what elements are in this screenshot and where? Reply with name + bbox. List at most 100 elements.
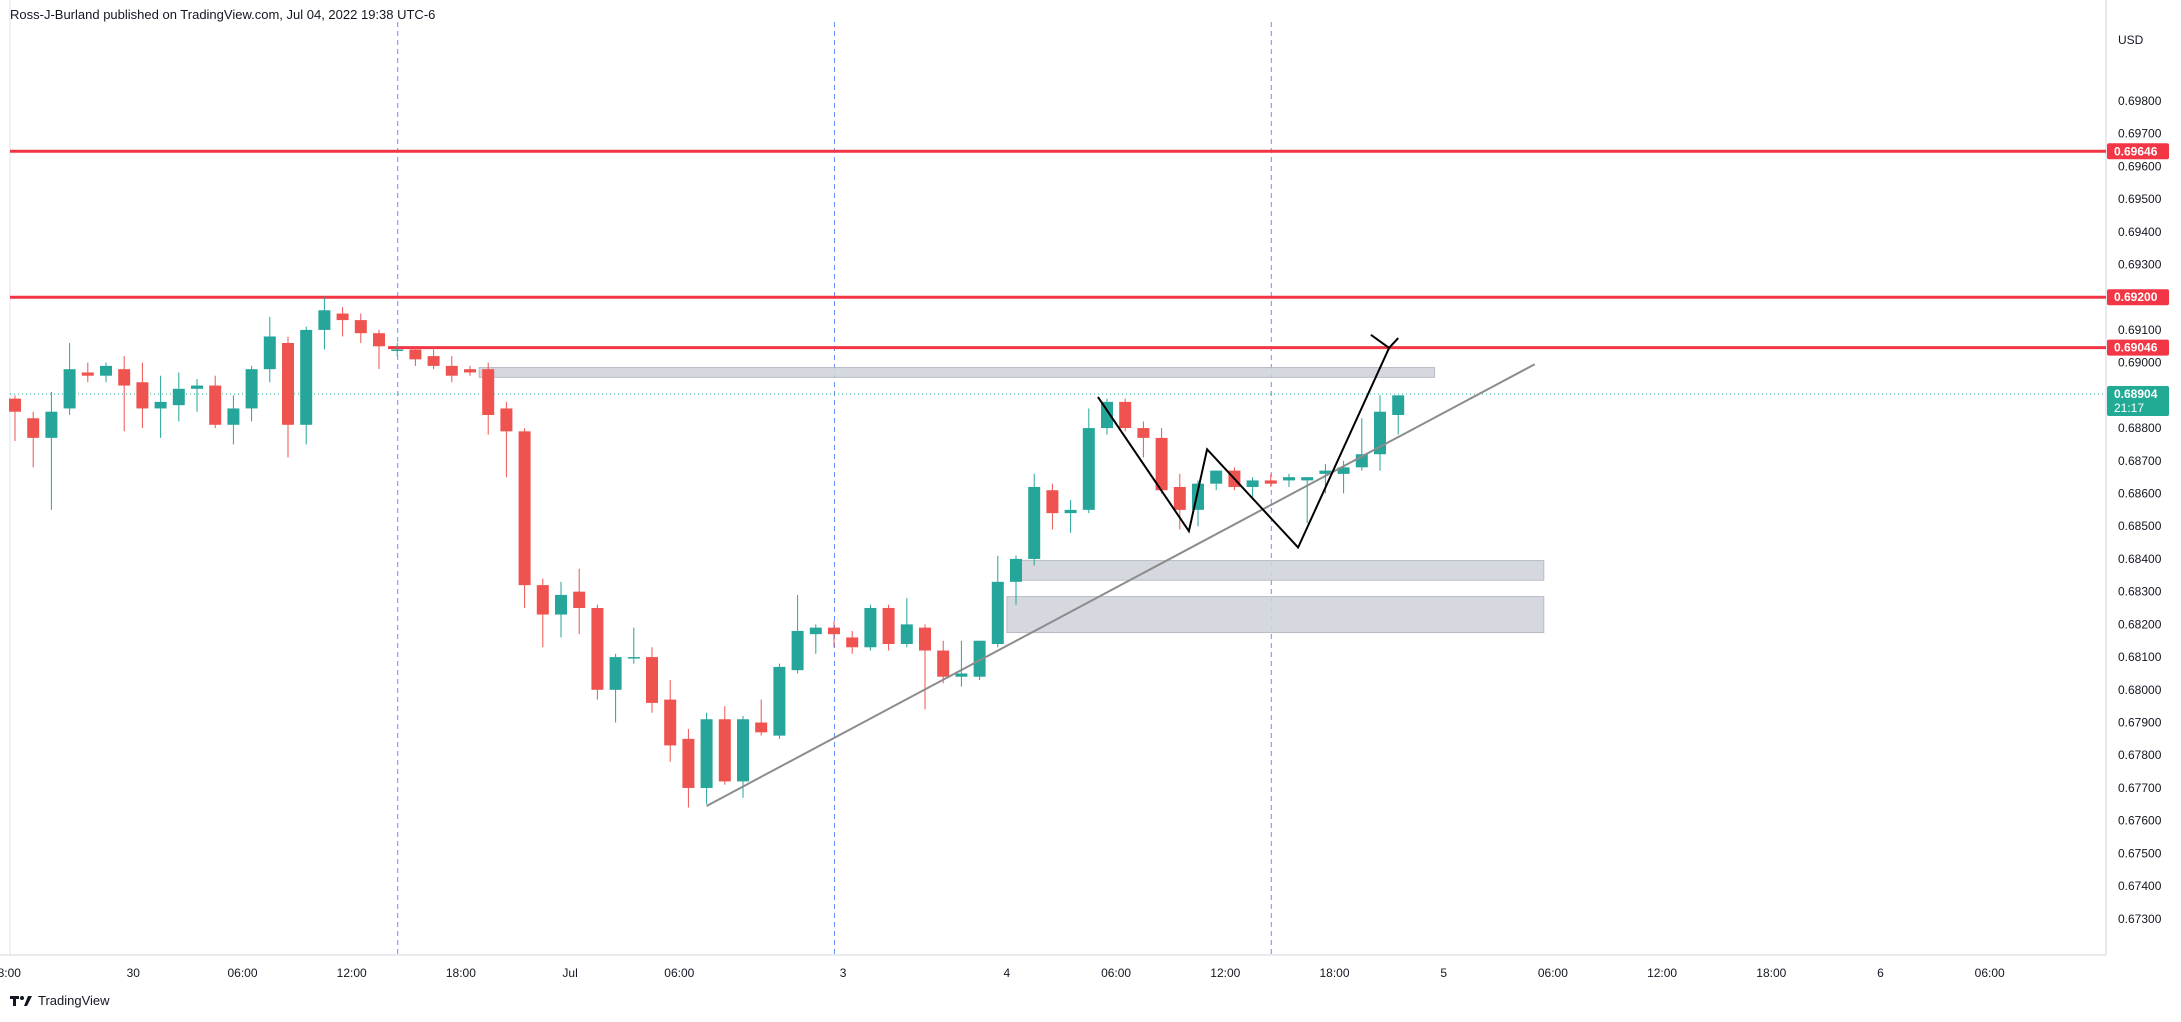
bullish-candle bbox=[318, 297, 331, 350]
candle-body bbox=[536, 585, 549, 615]
candle-body bbox=[955, 673, 968, 677]
projection-path[interactable] bbox=[1097, 347, 1391, 550]
tradingview-branding[interactable]: TradingView bbox=[10, 993, 110, 1008]
bullish-candle bbox=[1064, 500, 1077, 533]
price-zone-rect[interactable] bbox=[478, 367, 1436, 378]
bearish-candle bbox=[937, 640, 950, 684]
candle-body bbox=[864, 608, 877, 648]
candle-body bbox=[1064, 509, 1077, 514]
bearish-candle bbox=[882, 604, 895, 651]
bullish-candle bbox=[227, 395, 240, 445]
candle-body bbox=[737, 719, 749, 782]
price-tick-label: 0.69400 bbox=[2118, 225, 2162, 239]
candle-body bbox=[900, 624, 913, 644]
bearish-candle bbox=[354, 313, 367, 343]
time-tick-label: 18:00 bbox=[1319, 966, 1349, 980]
candle-body bbox=[300, 329, 313, 425]
bearish-candle bbox=[591, 604, 604, 700]
candle-body bbox=[664, 699, 677, 746]
price-zone-rect[interactable] bbox=[1006, 596, 1545, 634]
price-level-badge bbox=[2107, 339, 2169, 356]
candle-body bbox=[354, 320, 367, 334]
bearish-candle bbox=[1173, 473, 1186, 530]
bullish-candle bbox=[300, 326, 313, 445]
candle-body bbox=[1046, 490, 1059, 514]
bearish-candle bbox=[9, 395, 21, 442]
candle-body bbox=[263, 336, 276, 370]
bullish-candle bbox=[1210, 470, 1223, 491]
bullish-candle bbox=[1028, 473, 1041, 566]
bearish-candle bbox=[536, 578, 549, 648]
candle-body bbox=[1137, 428, 1150, 438]
candle-body bbox=[154, 401, 167, 409]
candle-body bbox=[391, 349, 404, 352]
candle-body bbox=[919, 627, 931, 651]
bullish-candle bbox=[63, 343, 76, 415]
bearish-candle bbox=[209, 375, 222, 429]
session-dividers bbox=[397, 22, 1272, 955]
price-tick-label: 0.68700 bbox=[2118, 454, 2162, 468]
bearish-candle bbox=[409, 346, 422, 366]
candle-body bbox=[718, 719, 731, 782]
bullish-candle bbox=[1374, 395, 1386, 471]
bearish-candle bbox=[464, 365, 476, 376]
time-tick-label: 4 bbox=[1004, 966, 1011, 980]
candle-body bbox=[482, 369, 495, 415]
candle-body bbox=[191, 385, 203, 389]
bearish-candle bbox=[646, 647, 658, 713]
price-tick-label: 0.68200 bbox=[2118, 617, 2162, 631]
candle-body bbox=[682, 738, 695, 788]
candle-body bbox=[245, 369, 258, 409]
price-axis[interactable]: USD 0.69800 0.69700 0.69600 0.69500 0.69400 0.… bbox=[2118, 33, 2162, 926]
price-level-value: 0.69046 bbox=[2114, 341, 2158, 355]
price-tick-label: 0.69600 bbox=[2118, 159, 2162, 173]
candle-body bbox=[1210, 470, 1223, 484]
candle-body bbox=[282, 343, 294, 425]
candle-body bbox=[81, 372, 94, 376]
candle-body bbox=[755, 722, 768, 733]
price-zone-rect[interactable] bbox=[1015, 560, 1545, 581]
horizontal-price-levels[interactable] bbox=[10, 149, 2106, 395]
bearish-candle bbox=[1046, 483, 1059, 530]
time-tick-label: 5 bbox=[1440, 966, 1447, 980]
price-tick-label: 0.67400 bbox=[2118, 879, 2162, 893]
bullish-candle bbox=[1010, 555, 1022, 605]
candle-body bbox=[464, 369, 476, 373]
price-tick-label: 0.68100 bbox=[2118, 650, 2162, 664]
candle-body bbox=[373, 333, 385, 347]
candle-body bbox=[700, 719, 713, 788]
supply-demand-zones[interactable] bbox=[478, 367, 1545, 634]
time-tick-label: 06:00 bbox=[1975, 966, 2005, 980]
time-tick-label: 06:00 bbox=[664, 966, 694, 980]
currency-label: USD bbox=[2118, 33, 2144, 47]
candle-body bbox=[336, 313, 349, 321]
ascending-trendline[interactable] bbox=[706, 363, 1536, 807]
price-level-badge bbox=[2107, 289, 2169, 306]
bullish-candle bbox=[955, 640, 968, 687]
bearish-candle bbox=[718, 706, 731, 785]
trend-drawings[interactable] bbox=[706, 334, 1536, 807]
price-tick-label: 0.67800 bbox=[2118, 748, 2162, 762]
candle-body bbox=[846, 637, 859, 648]
candle-body bbox=[318, 310, 331, 330]
time-axis[interactable]: 18:00 30 06:00 12:00 18:00 Jul 06:00 3 4 06:00 12:… bbox=[0, 966, 2005, 980]
candle-body bbox=[573, 591, 586, 609]
candle-body bbox=[773, 666, 786, 736]
price-tick-label: 0.69700 bbox=[2118, 127, 2162, 141]
bullish-candle bbox=[191, 378, 203, 412]
bullish-candle bbox=[700, 712, 713, 805]
time-tick-label: 18:00 bbox=[0, 966, 21, 980]
candle-body bbox=[591, 608, 604, 690]
bearish-candle bbox=[573, 568, 586, 635]
candle-body bbox=[1301, 477, 1314, 481]
price-level-label: 0.69046 bbox=[2107, 339, 2169, 356]
bullish-candle bbox=[172, 372, 185, 422]
candle-body bbox=[209, 385, 222, 425]
tradingview-logo-icon bbox=[10, 995, 32, 1006]
candle-body bbox=[1337, 467, 1350, 474]
bearish-candle bbox=[81, 362, 94, 383]
current-price-box bbox=[2107, 386, 2169, 417]
